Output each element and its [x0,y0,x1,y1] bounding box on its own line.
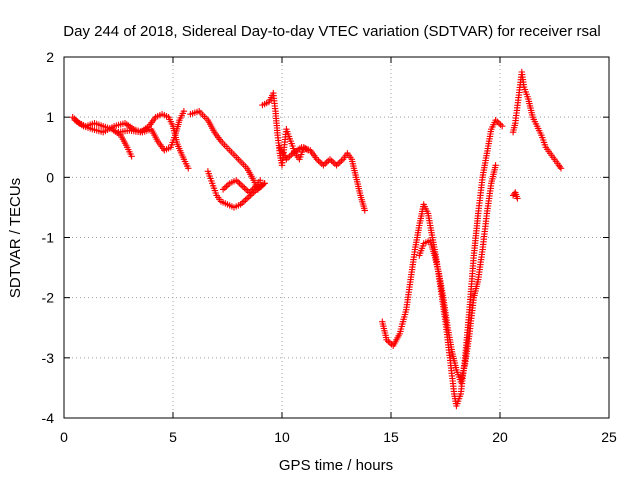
data-points [69,68,565,410]
data-point [495,120,503,127]
data-point [328,157,335,164]
x-tick-label: 20 [492,429,508,445]
data-point [242,196,249,204]
y-tick-labels: -4 -3 -2 -1 0 1 2 [42,49,55,426]
series-arc-12 [509,68,565,172]
x-tick-label: 15 [383,429,399,445]
series-arc-3 [115,111,192,172]
x-axis-label: GPS time / hours [279,457,393,474]
data-point [128,153,135,160]
series-arc-4 [187,108,268,193]
x-tick-label: 0 [60,429,68,445]
data-point [323,159,330,166]
plot-frame [63,56,610,419]
y-tick-label: 1 [46,109,54,125]
data-point [557,165,565,172]
data-point [236,180,243,187]
series-arc-5 [204,168,268,211]
data-point [315,157,322,164]
data-point [223,183,230,190]
y-tick-label: -1 [42,230,55,246]
data-point [386,339,394,346]
y-tick-label: 0 [46,169,54,185]
series-arc-10 [416,162,499,386]
y-tick-label: 2 [46,49,54,65]
data-point [361,207,368,214]
y-tick-label: -4 [42,410,55,426]
data-point [556,163,564,170]
x-tick-label: 25 [601,429,617,445]
data-point [241,184,248,192]
series-arc-9 [379,117,506,410]
data-point [499,123,506,130]
data-point [514,195,521,202]
chart-title: Day 244 of 2018, Sidereal Day-to-day VTE… [63,23,600,40]
series-arc-6 [219,177,264,196]
data-point [492,162,499,169]
data-point [180,108,188,115]
data-point [333,162,340,169]
x-tick-label: 5 [169,429,177,445]
data-point [259,181,267,188]
x-tick-labels: 0 5 10 15 20 25 [60,429,617,445]
data-point [185,165,192,172]
x-tick-label: 10 [274,429,290,445]
series-arc-8 [276,144,368,214]
series-arc-11 [509,189,521,202]
y-tick-label: -2 [42,290,55,306]
y-tick-label: -3 [42,350,55,366]
data-point [338,157,345,164]
data-point [257,177,264,184]
data-point [261,180,268,187]
y-axis-label: SDTVAR / TECUs [7,178,24,298]
grid-lines [64,57,609,418]
